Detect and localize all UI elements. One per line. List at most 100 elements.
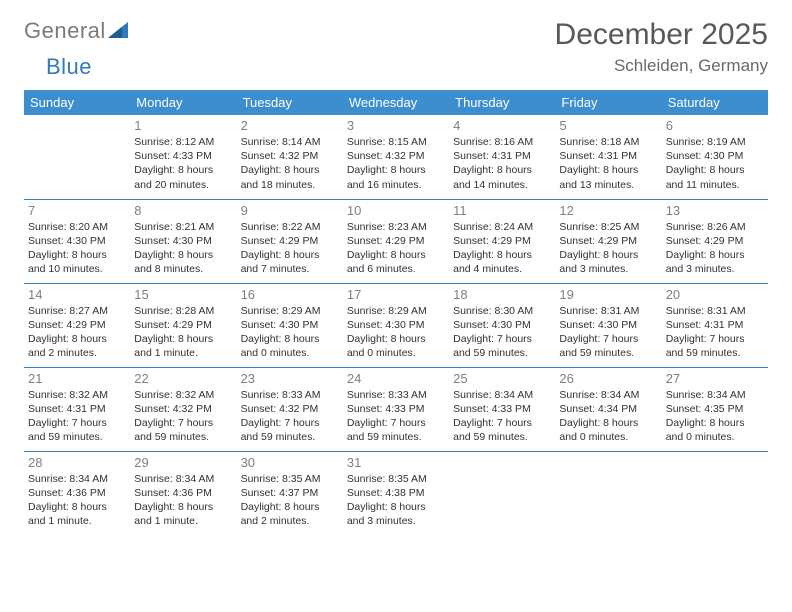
day-info: Sunrise: 8:24 AMSunset: 4:29 PMDaylight:… (453, 220, 551, 277)
month-title: December 2025 (555, 18, 768, 52)
day-number: 1 (134, 118, 232, 133)
daylight-text: Daylight: 8 hours and 4 minutes. (453, 248, 551, 276)
day-number: 12 (559, 203, 657, 218)
day-number: 10 (347, 203, 445, 218)
day-info: Sunrise: 8:32 AMSunset: 4:32 PMDaylight:… (134, 388, 232, 445)
day-info: Sunrise: 8:22 AMSunset: 4:29 PMDaylight:… (241, 220, 339, 277)
sunrise-text: Sunrise: 8:34 AM (453, 388, 551, 402)
day-info: Sunrise: 8:30 AMSunset: 4:30 PMDaylight:… (453, 304, 551, 361)
daylight-text: Daylight: 7 hours and 59 minutes. (134, 416, 232, 444)
sunset-text: Sunset: 4:29 PM (241, 234, 339, 248)
day-header-tue: Tuesday (237, 90, 343, 115)
calendar-week-row: 1Sunrise: 8:12 AMSunset: 4:33 PMDaylight… (24, 115, 768, 199)
sunset-text: Sunset: 4:30 PM (347, 318, 445, 332)
calendar-day-cell: 9Sunrise: 8:22 AMSunset: 4:29 PMDaylight… (237, 199, 343, 283)
calendar-day-cell: 8 Sunrise: 8:21 AMSunset: 4:30 PMDaylight… (130, 199, 236, 283)
day-number: 17 (347, 287, 445, 302)
day-number: 13 (666, 203, 764, 218)
day-info: Sunrise: 8:21 AMSunset: 4:30 PMDaylight:… (134, 220, 232, 277)
daylight-text: Daylight: 8 hours and 2 minutes. (241, 500, 339, 528)
day-number: 8 (134, 203, 232, 218)
daylight-text: Daylight: 8 hours and 10 minutes. (28, 248, 126, 276)
day-info: Sunrise: 8:29 AMSunset: 4:30 PMDaylight:… (347, 304, 445, 361)
sunset-text: Sunset: 4:30 PM (453, 318, 551, 332)
day-info: Sunrise: 8:27 AMSunset: 4:29 PMDaylight:… (28, 304, 126, 361)
day-info: Sunrise: 8:31 AMSunset: 4:31 PMDaylight:… (666, 304, 764, 361)
calendar-day-cell: 2Sunrise: 8:14 AMSunset: 4:32 PMDaylight… (237, 115, 343, 199)
day-number: 14 (28, 287, 126, 302)
daylight-text: Daylight: 8 hours and 13 minutes. (559, 163, 657, 191)
daylight-text: Daylight: 8 hours and 0 minutes. (559, 416, 657, 444)
sunrise-text: Sunrise: 8:26 AM (666, 220, 764, 234)
day-info: Sunrise: 8:34 AMSunset: 4:34 PMDaylight:… (559, 388, 657, 445)
calendar-week-row: 14Sunrise: 8:27 AMSunset: 4:29 PMDayligh… (24, 283, 768, 367)
sunrise-text: Sunrise: 8:33 AM (347, 388, 445, 402)
sunrise-text: Sunrise: 8:31 AM (666, 304, 764, 318)
sunset-text: Sunset: 4:36 PM (134, 486, 232, 500)
day-number: 21 (28, 371, 126, 386)
day-number: 11 (453, 203, 551, 218)
calendar-day-cell: 4Sunrise: 8:16 AMSunset: 4:31 PMDaylight… (449, 115, 555, 199)
daylight-text: Daylight: 8 hours and 20 minutes. (134, 163, 232, 191)
calendar-day-cell: 21 Sunrise: 8:32 AMSunset: 4:31 PMDayligh… (24, 367, 130, 451)
day-info: Sunrise: 8:20 AMSunset: 4:30 PMDaylight:… (28, 220, 126, 277)
daylight-text: Daylight: 7 hours and 59 minutes. (453, 416, 551, 444)
calendar-day-cell: 17 Sunrise: 8:29 AMSunset: 4:30 PMDayligh… (343, 283, 449, 367)
sunrise-text: Sunrise: 8:23 AM (347, 220, 445, 234)
day-number: 5 (559, 118, 657, 133)
daylight-text: Daylight: 8 hours and 7 minutes. (241, 248, 339, 276)
sunset-text: Sunset: 4:34 PM (559, 402, 657, 416)
day-number: 31 (347, 455, 445, 470)
calendar-day-cell: 28Sunrise: 8:34 AMSunset: 4:36 PMDayligh… (24, 451, 130, 535)
day-header-mon: Monday (130, 90, 236, 115)
calendar-day-cell: 6 Sunrise: 8:19 AMSunset: 4:30 PMDaylight… (662, 115, 768, 199)
sunrise-text: Sunrise: 8:19 AM (666, 135, 764, 149)
day-info: Sunrise: 8:26 AMSunset: 4:29 PMDaylight:… (666, 220, 764, 277)
sunrise-text: Sunrise: 8:35 AM (347, 472, 445, 486)
brand-logo: General (24, 18, 130, 44)
sunrise-text: Sunrise: 8:27 AM (28, 304, 126, 318)
sunrise-text: Sunrise: 8:16 AM (453, 135, 551, 149)
day-info: Sunrise: 8:34 AMSunset: 4:36 PMDaylight:… (134, 472, 232, 529)
day-info: Sunrise: 8:32 AMSunset: 4:31 PMDaylight:… (28, 388, 126, 445)
day-number: 6 (666, 118, 764, 133)
calendar-day-cell: 10Sunrise: 8:23 AMSunset: 4:29 PMDayligh… (343, 199, 449, 283)
calendar-week-row: 21 Sunrise: 8:32 AMSunset: 4:31 PMDayligh… (24, 367, 768, 451)
day-info: Sunrise: 8:31 AMSunset: 4:30 PMDaylight:… (559, 304, 657, 361)
sunset-text: Sunset: 4:33 PM (347, 402, 445, 416)
daylight-text: Daylight: 7 hours and 59 minutes. (666, 332, 764, 360)
daylight-text: Daylight: 8 hours and 16 minutes. (347, 163, 445, 191)
sunset-text: Sunset: 4:36 PM (28, 486, 126, 500)
sunrise-text: Sunrise: 8:34 AM (559, 388, 657, 402)
calendar-day-cell: 20 Sunrise: 8:31 AMSunset: 4:31 PMDayligh… (662, 283, 768, 367)
daylight-text: Daylight: 8 hours and 3 minutes. (347, 500, 445, 528)
day-number: 29 (134, 455, 232, 470)
day-number: 20 (666, 287, 764, 302)
calendar-week-row: 7Sunrise: 8:20 AMSunset: 4:30 PMDaylight… (24, 199, 768, 283)
sunrise-text: Sunrise: 8:25 AM (559, 220, 657, 234)
daylight-text: Daylight: 8 hours and 11 minutes. (666, 163, 764, 191)
calendar-page: General December 2025 Schleiden, Germany… (0, 0, 792, 612)
day-info: Sunrise: 8:14 AMSunset: 4:32 PMDaylight:… (241, 135, 339, 192)
calendar-day-cell: 25Sunrise: 8:34 AMSunset: 4:33 PMDayligh… (449, 367, 555, 451)
day-info: Sunrise: 8:35 AMSunset: 4:38 PMDaylight:… (347, 472, 445, 529)
calendar-day-cell: 24Sunrise: 8:33 AMSunset: 4:33 PMDayligh… (343, 367, 449, 451)
day-info: Sunrise: 8:15 AMSunset: 4:32 PMDaylight:… (347, 135, 445, 192)
sunrise-text: Sunrise: 8:34 AM (666, 388, 764, 402)
calendar-day-cell: 19Sunrise: 8:31 AMSunset: 4:30 PMDayligh… (555, 283, 661, 367)
logo-text-blue: Blue (46, 54, 92, 80)
sunset-text: Sunset: 4:30 PM (134, 234, 232, 248)
sunrise-text: Sunrise: 8:21 AM (134, 220, 232, 234)
daylight-text: Daylight: 7 hours and 59 minutes. (241, 416, 339, 444)
day-info: Sunrise: 8:29 AMSunset: 4:30 PMDaylight:… (241, 304, 339, 361)
sunset-text: Sunset: 4:29 PM (28, 318, 126, 332)
sunset-text: Sunset: 4:31 PM (453, 149, 551, 163)
sunset-text: Sunset: 4:30 PM (666, 149, 764, 163)
daylight-text: Daylight: 7 hours and 59 minutes. (28, 416, 126, 444)
day-info: Sunrise: 8:34 AMSunset: 4:33 PMDaylight:… (453, 388, 551, 445)
sunset-text: Sunset: 4:37 PM (241, 486, 339, 500)
daylight-text: Daylight: 8 hours and 6 minutes. (347, 248, 445, 276)
sunset-text: Sunset: 4:30 PM (28, 234, 126, 248)
sunset-text: Sunset: 4:38 PM (347, 486, 445, 500)
calendar-day-cell (24, 115, 130, 199)
